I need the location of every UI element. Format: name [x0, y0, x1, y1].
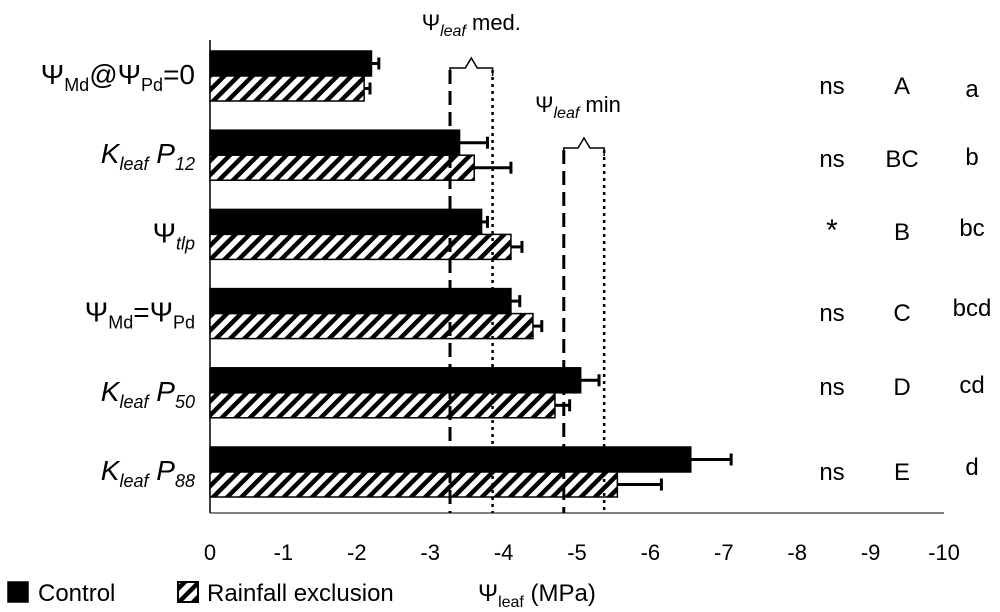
- category-label-kleaf-p12: Kleaf P12: [101, 138, 195, 174]
- x-axis-label-unit: (MPa): [524, 580, 596, 607]
- bar-rainfall-exclusion: [209, 392, 556, 419]
- bar-rainfall-exclusion: [209, 312, 534, 340]
- significance-label: ns: [819, 146, 844, 173]
- bar-rainfall-exclusion: [209, 75, 365, 102]
- exclusion-letter: a: [965, 76, 979, 103]
- bar-rainfall-exclusion: [209, 154, 475, 181]
- x-tick-label: -5: [567, 540, 587, 565]
- significance-label: ns: [819, 374, 844, 401]
- bar-control: [209, 367, 582, 394]
- category-label-part: Md: [64, 75, 89, 95]
- legend-label-rainfall-exclusion: Rainfall exclusion: [207, 580, 394, 607]
- x-tick-label: -4: [494, 540, 514, 565]
- category-label-part: Ψ: [41, 59, 64, 90]
- exclusion-letter: b: [965, 144, 978, 171]
- category-label-part: Pd: [173, 313, 195, 333]
- significance-label: *: [826, 214, 838, 247]
- significance-label: ns: [819, 459, 844, 486]
- exclusion-letter: cd: [959, 372, 984, 399]
- control-letter: C: [893, 300, 910, 327]
- category-label-psi-md-at-psi-pd-0: ΨMd@ΨPd=0: [41, 59, 195, 95]
- reference-bracket: [563, 136, 605, 156]
- bar-control: [209, 129, 461, 156]
- x-tick-label: -7: [714, 540, 734, 565]
- x-tick-label: -1: [274, 540, 294, 565]
- category-label-part: tlp: [176, 233, 195, 253]
- x-axis-label: Ψleaf (MPa): [478, 580, 596, 611]
- exclusion-letter: bc: [959, 215, 984, 242]
- x-tick-label: -10: [928, 540, 960, 565]
- axes: 0 -1 -2 -3 -4 -5 -6 -7 -8 -9 -10: [204, 40, 960, 565]
- control-letter: A: [894, 73, 910, 100]
- category-label-psi-md-eq-psi-pd: ΨMd=ΨPd: [85, 297, 195, 333]
- reference-label-suffix: med.: [466, 10, 521, 35]
- reference-lines: Ψleaf med.Ψleaf min: [422, 10, 621, 513]
- category-label-part: leaf: [119, 392, 150, 412]
- category-label-part: Pd: [141, 75, 163, 95]
- x-tick-label: -8: [787, 540, 807, 565]
- category-label-part: 50: [175, 392, 195, 412]
- category-label-kleaf-p50: Kleaf P50: [101, 376, 195, 412]
- category-label-part: K: [101, 376, 121, 407]
- x-tick-label: -6: [641, 540, 661, 565]
- legend: Control Rainfall exclusion Ψleaf (MPa): [7, 580, 596, 611]
- control-letter: B: [894, 219, 910, 246]
- category-label-part: Md: [108, 313, 133, 333]
- x-axis-label-sub: leaf: [498, 594, 524, 611]
- control-letter: BC: [885, 146, 918, 173]
- category-label-psi-tlp: Ψtlp: [153, 217, 195, 253]
- legend-swatch-control: [7, 581, 29, 603]
- reference-label-suffix: min: [579, 92, 621, 117]
- category-label-kleaf-p88: Kleaf P88: [101, 455, 195, 491]
- x-tick-label: -3: [420, 540, 440, 565]
- category-label-part: Ψ: [85, 297, 108, 328]
- reference-label: Ψleaf med.: [422, 10, 521, 40]
- category-label-part: P: [149, 455, 176, 486]
- bar-control: [209, 287, 512, 315]
- category-label-part: leaf: [119, 154, 150, 174]
- bar-rainfall-exclusion: [209, 233, 512, 261]
- bar-control: [209, 208, 483, 236]
- category-label-part: P: [149, 376, 176, 407]
- x-tick-label: 0: [204, 540, 216, 565]
- control-letter: D: [893, 374, 910, 401]
- bar-rainfall-exclusion: [209, 471, 619, 498]
- category-label-part: @Ψ: [89, 59, 141, 90]
- significance-label: ns: [819, 73, 844, 100]
- category-label-part: P: [149, 138, 176, 169]
- reference-bracket: [449, 56, 494, 76]
- x-axis-label-symbol: Ψ: [478, 580, 498, 607]
- exclusion-letter: d: [965, 454, 978, 481]
- reference-label-sub: leaf: [440, 23, 467, 40]
- exclusion-letter: bcd: [953, 295, 992, 322]
- category-label-part: leaf: [119, 471, 150, 491]
- bar-control: [209, 50, 373, 77]
- legend-swatch-rainfall-exclusion: [177, 581, 199, 603]
- significance-label: ns: [819, 300, 844, 327]
- reference-label-symbol: Ψ: [422, 10, 440, 35]
- category-label-part: =0: [163, 59, 195, 90]
- category-label-part: Ψ: [153, 217, 176, 248]
- category-label-part: 12: [175, 154, 195, 174]
- reference-label-sub: leaf: [553, 105, 580, 122]
- x-tick-label: -2: [347, 540, 367, 565]
- category-label-part: K: [101, 138, 121, 169]
- legend-label-control: Control: [38, 580, 115, 607]
- x-tick-label: -9: [861, 540, 881, 565]
- reference-label: Ψleaf min: [535, 92, 621, 122]
- category-label-part: K: [101, 455, 121, 486]
- category-label-part: 88: [175, 471, 195, 491]
- control-letter: E: [894, 459, 910, 486]
- bars: [209, 50, 733, 498]
- category-label-part: =Ψ: [133, 297, 173, 328]
- reference-label-symbol: Ψ: [535, 92, 553, 117]
